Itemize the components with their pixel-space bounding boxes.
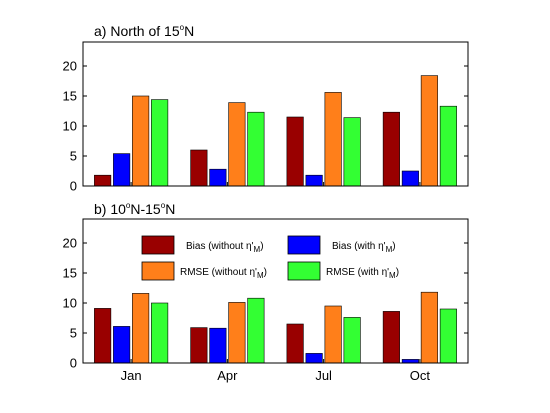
panel-a-title: a) North of 15oN [94, 23, 194, 39]
x-tick-label-oct: Oct [410, 368, 431, 383]
y-tick-label-b-15: 15 [63, 266, 77, 281]
bar-b-jan-rmse-without [132, 293, 150, 364]
y-tick-label-a-0: 0 [70, 179, 77, 194]
y-tick-label-b-10: 10 [63, 296, 77, 311]
bar-a-apr-rmse-with [247, 111, 265, 187]
legend-swatch-bias-without [141, 235, 175, 255]
bar-b-jan-bias-with [113, 326, 131, 364]
legend-swatch-rmse-without [141, 261, 175, 281]
bar-a-jan-bias-with [113, 153, 131, 187]
x-tick-label-apr: Apr [217, 368, 238, 383]
y-tick-label-a-20: 20 [63, 59, 77, 74]
y-tick-label-a-10: 10 [63, 119, 77, 134]
panel-b-title: b) 10oN-15oN [94, 201, 175, 217]
legend-label-rmse-with: RMSE (with η'M) [326, 267, 399, 280]
bar-a-oct-rmse-with [439, 105, 457, 187]
bar-b-apr-bias-without [190, 327, 208, 364]
bar-a-jul-bias-without [286, 116, 304, 187]
x-tick-label-jul: Jul [315, 368, 332, 383]
legend: Bias (without η'M) Bias (with η'M) RMSE … [141, 235, 399, 281]
bar-b-oct-rmse-with [439, 308, 457, 364]
panel-a-plot: 0 5 10 15 20 [63, 41, 469, 194]
axes-box-a [82, 41, 469, 187]
bar-a-jan-bias-without [94, 174, 112, 187]
bar-b-jan-rmse-with [151, 302, 169, 364]
bar-b-jul-bias-without [286, 323, 304, 364]
bar-b-oct-bias-without [382, 311, 400, 364]
bar-a-oct-rmse-without [420, 75, 438, 187]
bar-a-oct-bias-with [401, 170, 419, 187]
axes-box-b [82, 218, 469, 364]
bar-b-jul-rmse-without [324, 305, 342, 364]
bar-b-jul-rmse-with [343, 317, 361, 364]
bar-b-jan-bias-without [94, 308, 112, 364]
bar-b-apr-rmse-with [247, 297, 265, 364]
bar-b-jul-bias-with [305, 353, 323, 364]
legend-label-rmse-without: RMSE (without η'M) [180, 267, 267, 280]
legend-swatch-rmse-with [287, 261, 321, 281]
bar-b-oct-bias-with [401, 359, 419, 364]
legend-label-bias-without: Bias (without η'M) [186, 241, 264, 254]
bar-a-jul-rmse-with [343, 117, 361, 187]
bar-b-apr-bias-with [209, 327, 227, 364]
y-tick-label-b-5: 5 [70, 326, 77, 341]
y-tick-label-a-5: 5 [70, 149, 77, 164]
bar-a-apr-bias-with [209, 168, 227, 187]
bar-a-oct-bias-without [382, 111, 400, 187]
bar-a-jan-rmse-without [132, 95, 150, 187]
bar-a-jul-rmse-without [324, 92, 342, 187]
bar-a-apr-rmse-without [228, 102, 246, 187]
panel-b-plot: 0 5 10 15 20 Jan Apr Jul Oct [63, 218, 469, 383]
bar-a-jan-rmse-with [151, 99, 169, 187]
x-tick-label-jan: Jan [121, 368, 142, 383]
bar-b-apr-rmse-without [228, 302, 246, 364]
bar-a-jul-bias-with [305, 174, 323, 187]
legend-label-bias-with: Bias (with η'M) [332, 241, 396, 254]
legend-swatch-bias-with [287, 235, 321, 255]
y-tick-label-b-20: 20 [63, 236, 77, 251]
bar-b-oct-rmse-without [420, 291, 438, 364]
bar-a-apr-bias-without [190, 149, 208, 187]
y-tick-label-b-0: 0 [70, 356, 77, 371]
y-tick-label-a-15: 15 [63, 89, 77, 104]
